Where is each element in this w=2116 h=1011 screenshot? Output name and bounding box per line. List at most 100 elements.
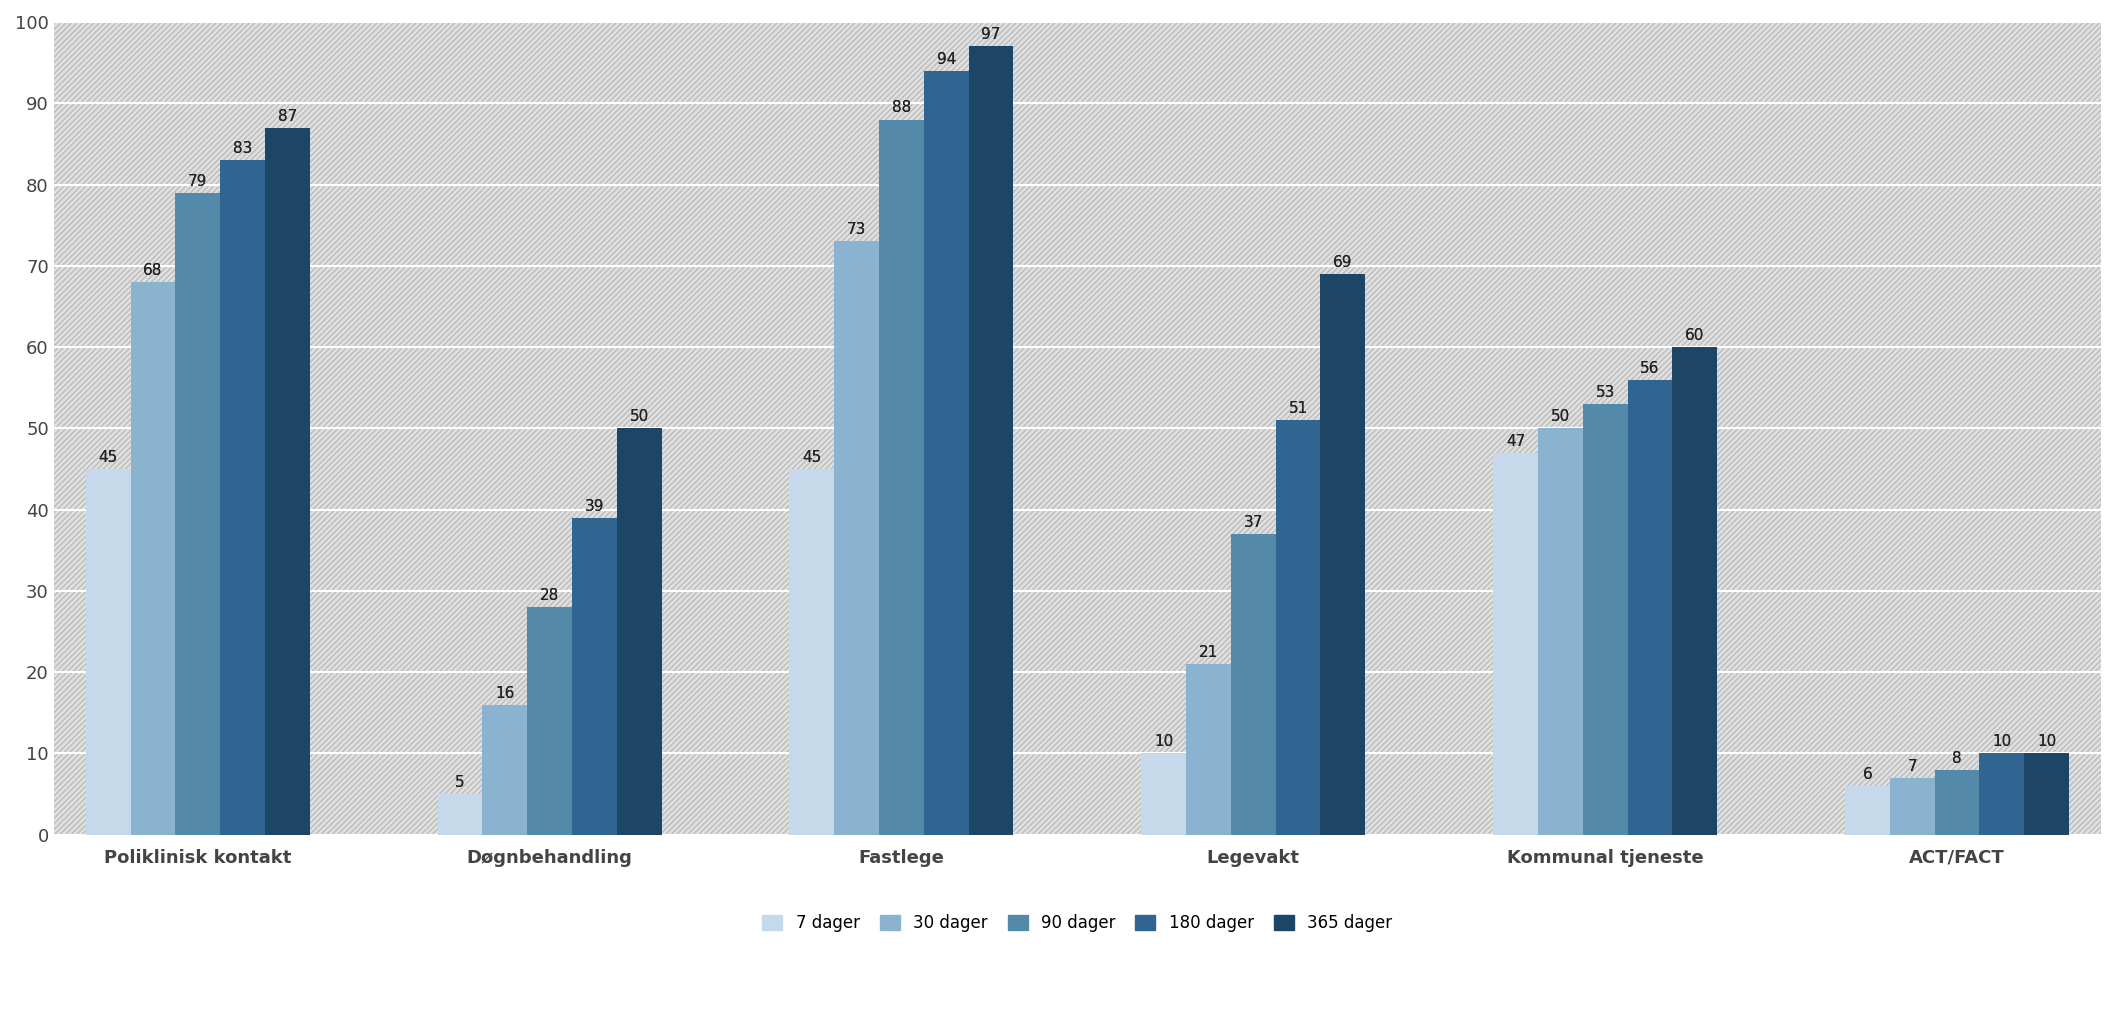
Bar bbox=[1320, 274, 1365, 835]
Text: 45: 45 bbox=[802, 450, 821, 465]
Text: 8: 8 bbox=[1953, 750, 1962, 765]
Text: 51: 51 bbox=[1289, 401, 1308, 417]
Text: 16: 16 bbox=[495, 685, 514, 701]
Bar bbox=[1494, 453, 1538, 835]
Bar bbox=[616, 429, 662, 835]
Bar bbox=[264, 127, 309, 835]
Bar bbox=[482, 705, 527, 835]
Text: 10: 10 bbox=[2038, 734, 2057, 749]
Text: 16: 16 bbox=[495, 685, 514, 701]
Bar bbox=[1320, 274, 1365, 835]
Bar bbox=[1187, 664, 1232, 835]
Text: 21: 21 bbox=[1200, 645, 1219, 660]
Text: 50: 50 bbox=[1551, 409, 1570, 425]
Text: 87: 87 bbox=[277, 108, 296, 123]
Bar bbox=[438, 794, 482, 835]
Bar bbox=[1141, 753, 1187, 835]
Text: 88: 88 bbox=[891, 100, 912, 115]
Text: 37: 37 bbox=[1244, 515, 1263, 530]
Bar bbox=[220, 160, 264, 835]
Bar bbox=[1845, 786, 1890, 835]
Bar bbox=[1978, 753, 2025, 835]
Bar bbox=[1845, 786, 1890, 835]
Bar bbox=[1934, 769, 1978, 835]
Text: 5: 5 bbox=[455, 775, 466, 790]
Text: 7: 7 bbox=[1907, 758, 1917, 773]
Bar bbox=[1141, 753, 1187, 835]
Text: 10: 10 bbox=[1153, 734, 1174, 749]
Text: 10: 10 bbox=[1153, 734, 1174, 749]
Bar bbox=[834, 242, 878, 835]
Text: 8: 8 bbox=[1953, 750, 1962, 765]
Bar bbox=[1276, 421, 1320, 835]
Text: 10: 10 bbox=[1991, 734, 2012, 749]
Bar bbox=[616, 429, 662, 835]
Text: 5: 5 bbox=[455, 775, 466, 790]
Bar bbox=[1672, 347, 1718, 835]
Bar bbox=[571, 518, 616, 835]
Text: 10: 10 bbox=[2038, 734, 2057, 749]
Text: 28: 28 bbox=[540, 588, 559, 604]
Text: 79: 79 bbox=[188, 174, 207, 189]
Text: 7: 7 bbox=[1907, 758, 1917, 773]
Bar bbox=[131, 282, 176, 835]
Text: 39: 39 bbox=[584, 498, 603, 514]
Text: 53: 53 bbox=[1595, 385, 1615, 400]
Bar bbox=[1232, 534, 1276, 835]
Bar bbox=[1978, 753, 2025, 835]
Text: 45: 45 bbox=[99, 450, 118, 465]
Text: 39: 39 bbox=[584, 498, 603, 514]
Bar bbox=[969, 47, 1014, 835]
Bar bbox=[176, 193, 220, 835]
Text: 50: 50 bbox=[628, 409, 650, 425]
Bar bbox=[878, 119, 925, 835]
Text: 97: 97 bbox=[982, 27, 1001, 42]
Bar bbox=[176, 193, 220, 835]
Text: 68: 68 bbox=[144, 263, 163, 278]
Bar bbox=[789, 469, 834, 835]
Bar bbox=[1583, 404, 1627, 835]
Bar bbox=[878, 119, 925, 835]
Bar bbox=[925, 71, 969, 835]
Bar bbox=[789, 469, 834, 835]
Legend: 7 dager, 30 dager, 90 dager, 180 dager, 365 dager: 7 dager, 30 dager, 90 dager, 180 dager, … bbox=[753, 906, 1401, 940]
Text: 69: 69 bbox=[1333, 255, 1352, 270]
Bar bbox=[1583, 404, 1627, 835]
Bar bbox=[1672, 347, 1718, 835]
Bar bbox=[1494, 453, 1538, 835]
Bar bbox=[482, 705, 527, 835]
Bar bbox=[925, 71, 969, 835]
Text: 53: 53 bbox=[1595, 385, 1615, 400]
Text: 83: 83 bbox=[233, 142, 252, 156]
Text: 28: 28 bbox=[540, 588, 559, 604]
Text: 47: 47 bbox=[1507, 434, 1526, 449]
Bar bbox=[571, 518, 616, 835]
Bar bbox=[834, 242, 878, 835]
Text: 37: 37 bbox=[1244, 515, 1263, 530]
Bar bbox=[1538, 429, 1583, 835]
Text: 73: 73 bbox=[846, 222, 865, 238]
Bar bbox=[87, 469, 131, 835]
Text: 94: 94 bbox=[937, 52, 956, 67]
Bar bbox=[2025, 753, 2069, 835]
Bar bbox=[1627, 379, 1672, 835]
Text: 45: 45 bbox=[99, 450, 118, 465]
Text: 79: 79 bbox=[188, 174, 207, 189]
Text: 6: 6 bbox=[1862, 767, 1873, 782]
Bar bbox=[220, 160, 264, 835]
Bar bbox=[969, 47, 1014, 835]
Text: 45: 45 bbox=[802, 450, 821, 465]
Bar bbox=[1232, 534, 1276, 835]
Bar bbox=[264, 127, 309, 835]
Bar bbox=[1627, 379, 1672, 835]
Text: 50: 50 bbox=[628, 409, 650, 425]
Bar bbox=[1538, 429, 1583, 835]
Bar bbox=[1276, 421, 1320, 835]
Text: 6: 6 bbox=[1862, 767, 1873, 782]
Text: 47: 47 bbox=[1507, 434, 1526, 449]
Bar bbox=[1934, 769, 1978, 835]
Text: 87: 87 bbox=[277, 108, 296, 123]
Text: 21: 21 bbox=[1200, 645, 1219, 660]
Text: 60: 60 bbox=[1684, 328, 1703, 343]
Text: 88: 88 bbox=[891, 100, 912, 115]
